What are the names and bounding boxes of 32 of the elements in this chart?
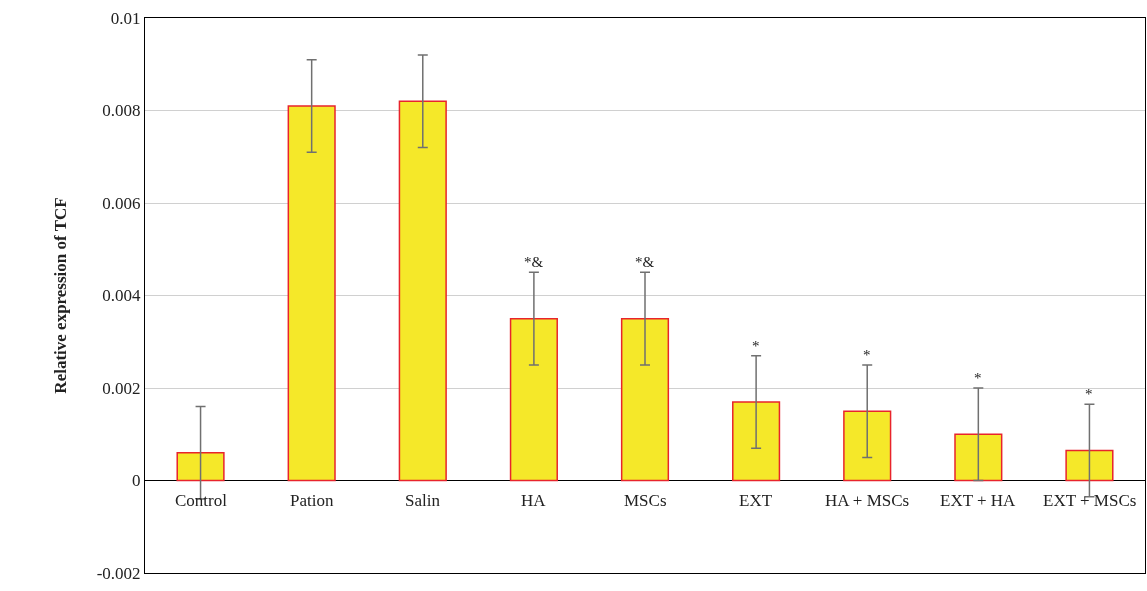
- x-tick-label: EXT + HA: [940, 491, 1017, 510]
- annotation: *: [752, 338, 760, 354]
- bar: [287, 105, 336, 482]
- y-tick-label: 0.01: [110, 8, 141, 28]
- annotation: *: [863, 347, 871, 363]
- x-tick-label: HA + MSCs: [825, 491, 910, 510]
- x-tick-label: Salin: [405, 491, 441, 510]
- bar: [176, 452, 225, 482]
- annotation: *: [1085, 386, 1093, 402]
- y-tick-label: 0.002: [102, 378, 141, 398]
- bar: [509, 317, 558, 482]
- x-tick-label: Pation: [290, 491, 334, 510]
- bar: [954, 433, 1003, 482]
- x-tick-label: EXT: [739, 491, 773, 510]
- y-tick-label: 0.004: [102, 286, 142, 306]
- y-tick-label: 0.008: [102, 101, 141, 121]
- x-tick-label: Control: [175, 491, 228, 510]
- y-tick-label: -0.002: [96, 563, 141, 583]
- annotation: *: [974, 370, 982, 386]
- annotation: *&: [635, 254, 655, 270]
- annotation: *&: [524, 254, 544, 270]
- y-tick-label: 0: [132, 471, 141, 491]
- x-tick-label: MSCs: [624, 491, 667, 510]
- bar: [843, 410, 892, 482]
- bar: [620, 317, 670, 482]
- bar: [732, 401, 781, 482]
- bar: [1065, 449, 1114, 482]
- x-tick-label: EXT + MSCs: [1043, 491, 1137, 510]
- y-tick-label: 0.006: [102, 193, 141, 213]
- y-axis-title: Relative expression of TCF: [51, 197, 71, 394]
- bar: [398, 100, 447, 482]
- x-tick-label: HA: [521, 491, 547, 510]
